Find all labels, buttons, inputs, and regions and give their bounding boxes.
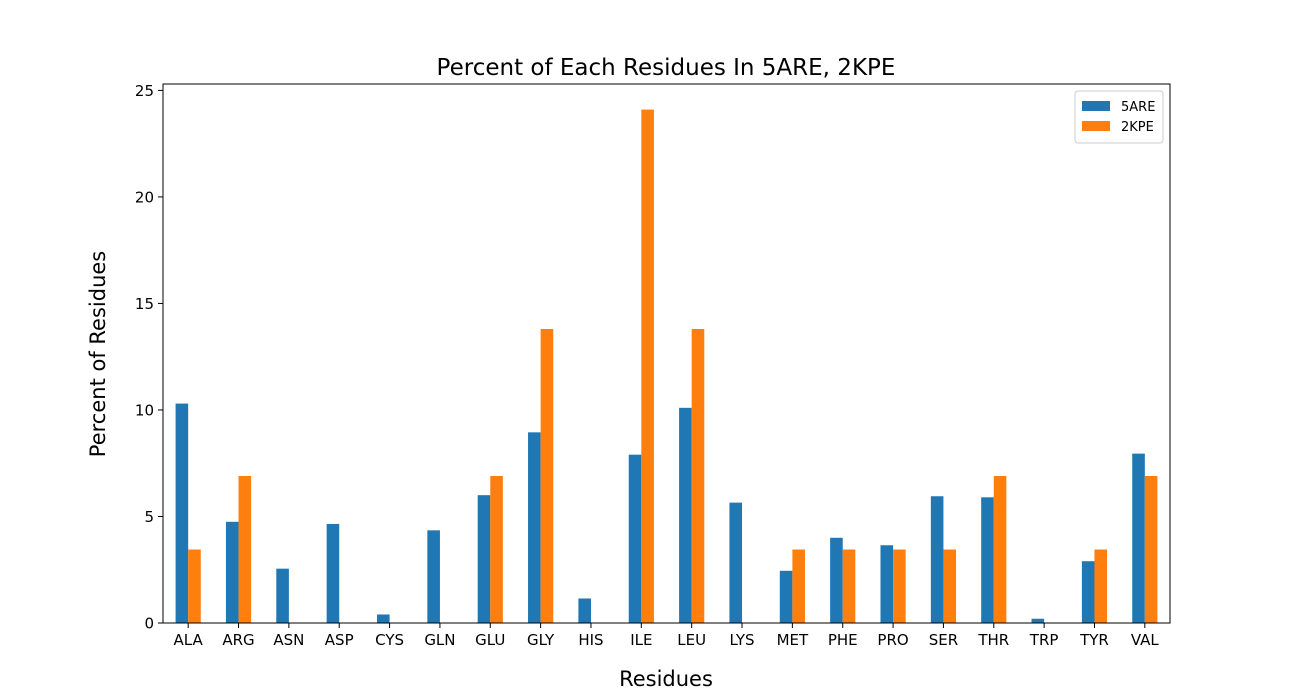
y-axis-title: Percent of Residues (86, 251, 110, 457)
bar-5are-ile (628, 454, 642, 623)
bar-5are-phe (830, 537, 843, 623)
bar-5are-lys (729, 502, 743, 623)
y-tick-label: 25 (135, 82, 154, 100)
x-tick-label-leu: LEU (677, 631, 706, 649)
bar-2kpe-tyr (1094, 549, 1108, 623)
legend-box (1074, 90, 1164, 144)
x-tick-label-trp: TRP (1029, 631, 1059, 649)
y-tick-label: 20 (135, 188, 154, 206)
legend: 5ARE 2KPE (1074, 90, 1164, 144)
bar-5are-val (1132, 453, 1145, 623)
bar-2kpe-met (792, 549, 805, 623)
bar-2kpe-ile (641, 109, 654, 623)
x-tick-label-asp: ASP (325, 631, 354, 649)
bar-2kpe-ser (943, 549, 957, 623)
bar-5are-asn (276, 568, 289, 623)
x-tick-label-lys: LYS (729, 631, 754, 649)
bar-5are-pro (880, 545, 894, 623)
legend-label-5are: 5ARE (1121, 100, 1155, 115)
bar-5are-gly (528, 432, 541, 623)
chart-title: Percent of Each Residues In 5ARE, 2KPE (437, 55, 896, 81)
legend-swatch-2kpe (1082, 121, 1110, 131)
x-tick-label-pro: PRO (877, 631, 908, 649)
x-tick-label-val: VAL (1131, 631, 1160, 649)
x-tick-label-ile: ILE (630, 631, 652, 649)
bar-2kpe-leu (691, 329, 705, 623)
x-tick-label-ser: SER (929, 631, 958, 649)
x-tick-label-cys: CYS (375, 631, 404, 649)
x-tick-label-tyr: TYR (1079, 631, 1109, 649)
bar-5are-ser (930, 496, 944, 623)
legend-label-2kpe: 2KPE (1121, 120, 1154, 135)
bar-2kpe-thr (993, 476, 1007, 623)
y-axis: 0 5 10 15 20 25 (135, 82, 163, 633)
x-axis: ALA ARG ASN ASP CYS GLN GLU GLY HIS ILE LEU LYS MET P… (174, 623, 1160, 649)
x-tick-label-arg: ARG (222, 631, 254, 649)
x-tick-label-gly: GLY (527, 631, 555, 649)
y-tick-label: 0 (144, 615, 154, 633)
bar-5are-tyr (1081, 561, 1095, 623)
x-tick-label-asn: ASN (273, 631, 304, 649)
x-tick-label-ala: ALA (174, 631, 204, 649)
bar-2kpe-gly (540, 329, 554, 623)
bars-group (175, 109, 1158, 623)
x-tick-label-phe: PHE (828, 631, 858, 649)
bar-5are-ala (175, 403, 189, 623)
bar-5are-glu (477, 495, 491, 623)
bar-5are-asp (326, 523, 340, 623)
bar-2kpe-val (1144, 476, 1158, 623)
x-tick-label-thr: THR (977, 631, 1009, 649)
bar-2kpe-ala (188, 549, 201, 623)
bar-2kpe-arg (238, 476, 252, 623)
y-tick-label: 10 (135, 401, 154, 419)
plot-frame (162, 83, 1171, 624)
x-tick-label-his: HIS (578, 631, 603, 649)
bar-2kpe-glu (490, 476, 503, 623)
bar-5are-cys (376, 614, 390, 623)
x-tick-label-met: MET (777, 631, 809, 649)
y-tick-label: 15 (135, 295, 154, 313)
x-axis-title: Residues (619, 667, 713, 691)
bar-5are-arg (225, 521, 239, 623)
bar-5are-his (578, 598, 591, 623)
x-tick-label-glu: GLU (475, 631, 505, 649)
legend-swatch-5are (1082, 101, 1110, 111)
bar-2kpe-phe (842, 549, 856, 623)
bar-5are-thr (981, 497, 994, 623)
bar-2kpe-pro (893, 549, 906, 623)
x-tick-label-gln: GLN (424, 631, 455, 649)
bar-5are-leu (679, 407, 692, 623)
bar-5are-gln (427, 530, 440, 623)
bar-5are-trp (1031, 618, 1045, 623)
y-tick-label: 5 (144, 508, 154, 526)
bar-5are-met (779, 570, 793, 623)
